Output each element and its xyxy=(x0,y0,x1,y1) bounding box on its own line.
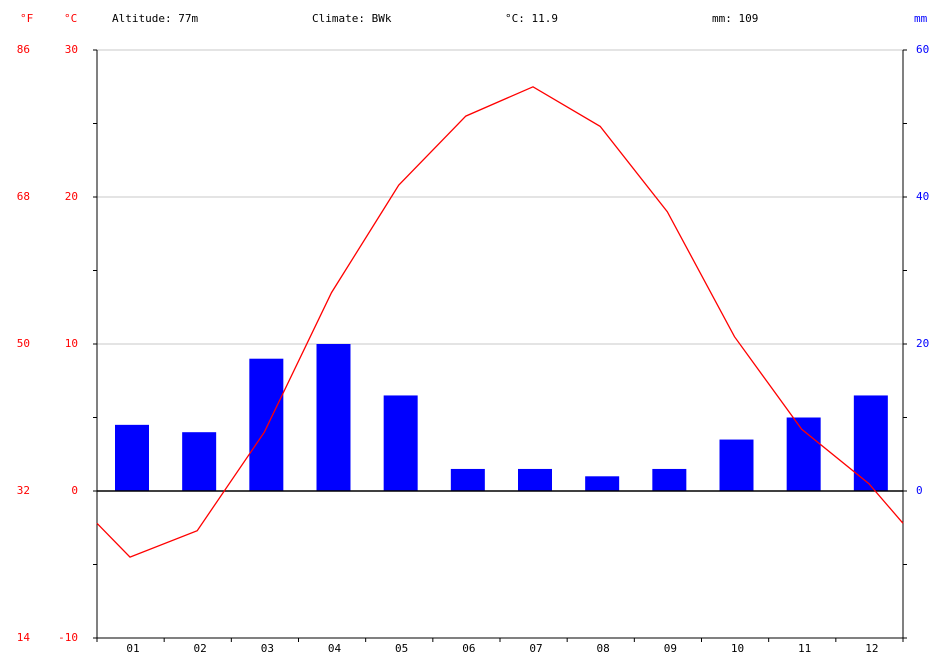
celsius-tick-label: 0 xyxy=(71,484,78,497)
fahrenheit-tick-label: 50 xyxy=(17,337,30,350)
month-label-11: 11 xyxy=(798,642,811,655)
fahrenheit-tick-label: 32 xyxy=(17,484,30,497)
celsius-tick-label: -10 xyxy=(58,631,78,644)
unit-mm-label: mm xyxy=(914,12,928,25)
month-label-10: 10 xyxy=(731,642,744,655)
unit-fahrenheit-label: °F xyxy=(20,12,34,25)
month-label-05: 05 xyxy=(395,642,408,655)
month-label-08: 08 xyxy=(597,642,610,655)
fahrenheit-tick-label: 14 xyxy=(17,631,31,644)
mm-tick-label: 0 xyxy=(916,484,923,497)
average-temperature-label: °C: 11.9 xyxy=(505,12,558,25)
precipitation-bars xyxy=(115,344,888,491)
month-label-09: 09 xyxy=(664,642,677,655)
fahrenheit-tick-label: 68 xyxy=(17,190,30,203)
mm-tick-label: 20 xyxy=(916,337,929,350)
axes xyxy=(93,49,907,642)
precipitation-bar-03 xyxy=(249,358,284,491)
altitude-label: Altitude: 77m xyxy=(112,12,199,25)
month-label-06: 06 xyxy=(462,642,475,655)
climate-label: Climate: BWk xyxy=(312,12,392,25)
celsius-tick-label: 30 xyxy=(65,43,78,56)
celsius-tick-label: 20 xyxy=(65,190,78,203)
precipitation-bar-04 xyxy=(316,344,351,491)
precipitation-bar-07 xyxy=(518,468,552,491)
celsius-tick-label: 10 xyxy=(65,337,78,350)
precipitation-bar-05 xyxy=(383,395,418,491)
temperature-line-group xyxy=(96,86,904,558)
precipitation-bar-09 xyxy=(652,468,687,491)
precipitation-bar-12 xyxy=(853,395,888,491)
month-label-02: 02 xyxy=(194,642,207,655)
month-label-12: 12 xyxy=(865,642,878,655)
precipitation-total-label: mm: 109 xyxy=(712,12,759,25)
precipitation-bar-06 xyxy=(450,468,485,491)
precipitation-bar-02 xyxy=(182,432,217,491)
precipitation-bar-01 xyxy=(115,424,149,491)
month-label-03: 03 xyxy=(261,642,274,655)
precipitation-bar-10 xyxy=(719,439,754,491)
mm-tick-label: 60 xyxy=(916,43,929,56)
gridlines xyxy=(97,49,903,345)
temperature-line xyxy=(96,86,904,558)
precipitation-bar-11 xyxy=(786,417,821,491)
mm-tick-label: 40 xyxy=(916,190,929,203)
month-label-04: 04 xyxy=(328,642,342,655)
precipitation-bar-08 xyxy=(585,476,620,491)
month-label-01: 01 xyxy=(126,642,139,655)
unit-celsius-label: °C xyxy=(64,12,78,25)
tick-labels: -10 14 0 32 10 50 20 68 30 86 0 20 40 60 01 02 03 04 05 06 0… xyxy=(17,43,929,655)
month-label-07: 07 xyxy=(529,642,542,655)
fahrenheit-tick-label: 86 xyxy=(17,43,30,56)
